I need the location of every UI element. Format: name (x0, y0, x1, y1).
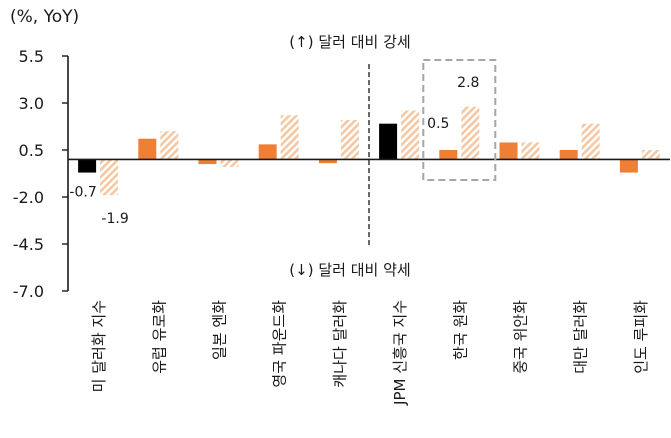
bar-series1 (258, 144, 277, 160)
bar-series1 (78, 159, 97, 173)
x-category-label: 대만 달러화 (572, 300, 590, 374)
y-tick-label: 0.5 (19, 141, 44, 160)
data-label: 0.5 (427, 116, 449, 132)
y-tick-label: -2.0 (13, 188, 44, 207)
y-axis: 5.5 3.0 0.5 -2.0 -4.5 -7.0 (13, 47, 69, 301)
bar-series1 (138, 138, 157, 160)
x-category-label: JPM 신흥국 지수 (391, 300, 409, 406)
weaker-vs-dollar-label: (↓) 달러 대비 약세 (289, 261, 410, 279)
x-category-label: 중국 위안화 (512, 300, 530, 374)
x-axis-labels: 미 달러화 지수 유럽 유로화 일본 엔화 영국 파운드화 캐나다 달러화 JPM 신흥국… (90, 300, 650, 406)
data-label: 2.8 (457, 75, 479, 91)
x-category-label: 영국 파운드화 (271, 300, 289, 388)
y-tick-label: 5.5 (19, 47, 44, 66)
y-tick-label: -4.5 (13, 235, 44, 254)
bar-series2 (461, 106, 480, 160)
unit-label: (%, YoY) (10, 7, 79, 27)
bar-series1 (499, 142, 518, 160)
bar-series1 (619, 159, 638, 173)
x-category-label: 미 달러화 지수 (90, 300, 108, 392)
x-category-label: 캐나다 달러화 (331, 300, 349, 388)
x-category-label: 유럽 유로화 (150, 300, 168, 374)
bar-series-group (68, 106, 670, 196)
data-label: -0.7 (69, 185, 96, 201)
x-category-label: 한국 원화 (451, 300, 469, 360)
bar-series2 (581, 123, 600, 160)
y-tick-label: -7.0 (13, 282, 44, 301)
stronger-vs-dollar-label: (↑) 달러 대비 강세 (289, 33, 410, 51)
korea-highlight-box (422, 59, 497, 181)
annotation-group: -0.7 -1.9 0.5 2.8 (69, 59, 497, 246)
bar-series2 (641, 150, 660, 160)
bar-series1 (198, 159, 217, 165)
bar-series2 (100, 159, 119, 196)
x-category-label: 일본 엔화 (211, 300, 229, 360)
bar-series2 (340, 119, 359, 160)
y-tick-label: 3.0 (19, 94, 44, 113)
bar-series1 (439, 150, 458, 160)
bar-series2 (160, 131, 179, 160)
data-label: -1.9 (101, 211, 128, 227)
bar-series1 (559, 150, 578, 160)
bar-series2 (280, 115, 299, 160)
bar-series2 (220, 159, 239, 167)
bar-series1 (318, 159, 337, 164)
bar-series2 (401, 110, 420, 160)
x-category-label: 인도 루피화 (632, 300, 650, 374)
bar-series2 (521, 142, 540, 160)
bar-series1 (379, 123, 398, 160)
